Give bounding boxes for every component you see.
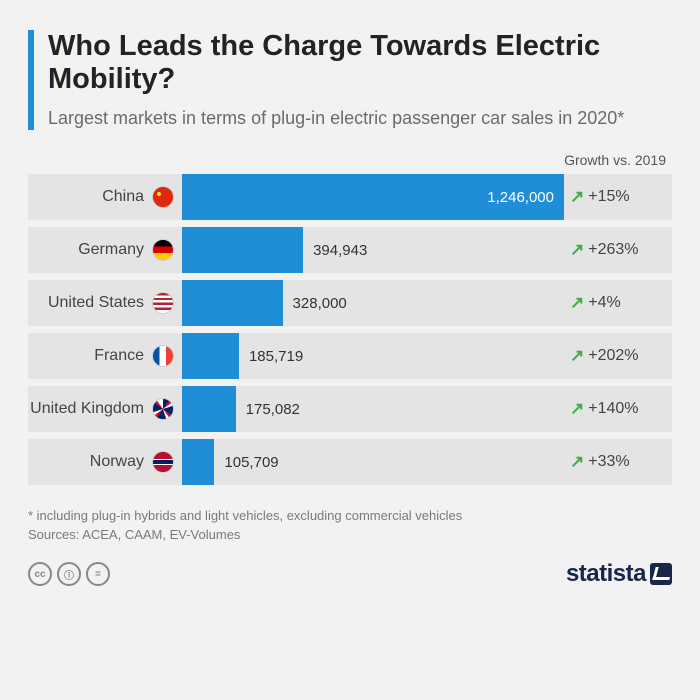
growth-arrow-icon: ↗ — [570, 187, 584, 207]
bar-chart: China 1,246,000 ↗ +15% Germany 394,943 ↗… — [28, 174, 672, 485]
bar — [182, 439, 214, 485]
flag-icon — [152, 239, 174, 261]
growth-cell: ↗ +4% — [564, 293, 672, 313]
country-cell: United States — [28, 292, 182, 314]
bar-value: 328,000 — [293, 295, 347, 312]
country-cell: Germany — [28, 239, 182, 261]
subtitle: Largest markets in terms of plug-in elec… — [48, 107, 672, 130]
cc-icon: cc — [28, 562, 52, 586]
bar-value: 175,082 — [246, 401, 300, 418]
bar-wrap: 185,719 — [182, 333, 564, 379]
bar-wrap: 105,709 — [182, 439, 564, 485]
logo-mark-icon — [650, 563, 672, 585]
bar — [182, 227, 303, 273]
country-label: United Kingdom — [30, 400, 144, 418]
country-cell: Norway — [28, 451, 182, 473]
bar — [182, 280, 283, 326]
flag-icon — [152, 345, 174, 367]
bar-wrap: 1,246,000 — [182, 174, 564, 220]
bar-value: 185,719 — [249, 348, 303, 365]
growth-value: +140% — [588, 400, 638, 418]
growth-cell: ↗ +140% — [564, 399, 672, 419]
growth-value: +4% — [588, 294, 620, 312]
country-label: France — [94, 347, 144, 365]
footer: cc ⓘ = statista — [28, 560, 672, 588]
flag-icon — [152, 292, 174, 314]
growth-arrow-icon: ↗ — [570, 399, 584, 419]
flag-icon — [152, 186, 174, 208]
by-icon: ⓘ — [57, 562, 81, 586]
table-row: United Kingdom 175,082 ↗ +140% — [28, 386, 672, 432]
flag-icon — [152, 398, 174, 420]
growth-column-header: Growth vs. 2019 — [28, 152, 672, 168]
growth-arrow-icon: ↗ — [570, 240, 584, 260]
bar-wrap: 328,000 — [182, 280, 564, 326]
bar-wrap: 175,082 — [182, 386, 564, 432]
flag-icon — [152, 451, 174, 473]
sources: Sources: ACEA, CAAM, EV-Volumes — [28, 527, 672, 542]
bar-wrap: 394,943 — [182, 227, 564, 273]
page-title: Who Leads the Charge Towards Electric Mo… — [48, 30, 672, 97]
bar — [182, 386, 236, 432]
growth-cell: ↗ +263% — [564, 240, 672, 260]
logo-text: statista — [566, 560, 646, 588]
growth-arrow-icon: ↗ — [570, 452, 584, 472]
growth-cell: ↗ +33% — [564, 452, 672, 472]
country-label: China — [102, 188, 144, 206]
country-label: Germany — [78, 241, 144, 259]
header: Who Leads the Charge Towards Electric Mo… — [28, 30, 672, 130]
growth-value: +33% — [588, 453, 629, 471]
nd-icon: = — [86, 562, 110, 586]
bar-value: 105,709 — [224, 454, 278, 471]
table-row: United States 328,000 ↗ +4% — [28, 280, 672, 326]
growth-value: +263% — [588, 241, 638, 259]
table-row: Norway 105,709 ↗ +33% — [28, 439, 672, 485]
growth-value: +202% — [588, 347, 638, 365]
growth-arrow-icon: ↗ — [570, 346, 584, 366]
table-row: China 1,246,000 ↗ +15% — [28, 174, 672, 220]
bar: 1,246,000 — [182, 174, 564, 220]
table-row: Germany 394,943 ↗ +263% — [28, 227, 672, 273]
country-cell: China — [28, 186, 182, 208]
country-cell: United Kingdom — [28, 398, 182, 420]
license-icons: cc ⓘ = — [28, 562, 110, 586]
table-row: France 185,719 ↗ +202% — [28, 333, 672, 379]
bar — [182, 333, 239, 379]
footnote: * including plug-in hybrids and light ve… — [28, 507, 672, 525]
bar-value: 1,246,000 — [487, 189, 554, 206]
growth-value: +15% — [588, 188, 629, 206]
growth-cell: ↗ +15% — [564, 187, 672, 207]
statista-logo: statista — [566, 560, 672, 588]
country-label: Norway — [90, 453, 144, 471]
country-label: United States — [48, 294, 144, 312]
growth-arrow-icon: ↗ — [570, 293, 584, 313]
bar-value: 394,943 — [313, 242, 367, 259]
country-cell: France — [28, 345, 182, 367]
growth-cell: ↗ +202% — [564, 346, 672, 366]
